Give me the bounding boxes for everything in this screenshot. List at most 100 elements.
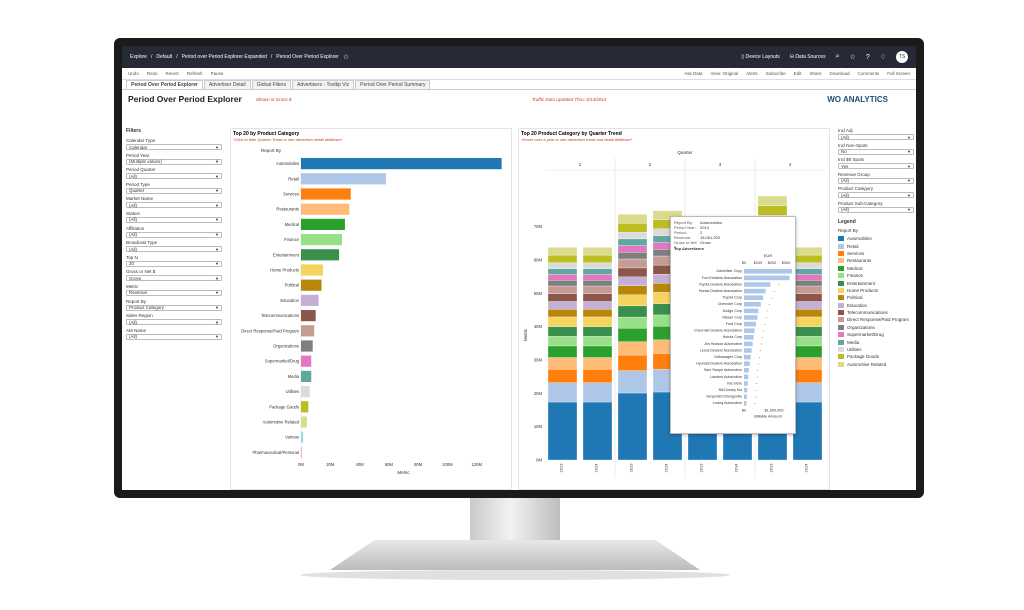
filter-dropdown[interactable]: Gross ▼ bbox=[126, 275, 222, 282]
legend-item[interactable]: Restaurants bbox=[838, 257, 916, 264]
stack-segment[interactable] bbox=[547, 247, 578, 256]
bar[interactable] bbox=[301, 294, 319, 306]
stack-segment[interactable] bbox=[547, 357, 578, 370]
tab-item[interactable]: Period Over Period Summary bbox=[355, 80, 431, 89]
filter-dropdown[interactable]: (All) ▼ bbox=[126, 216, 222, 223]
advertiser-bar[interactable] bbox=[744, 387, 748, 393]
advertiser-bar[interactable] bbox=[744, 275, 790, 281]
filter-dropdown[interactable]: (All) ▼ bbox=[126, 173, 222, 180]
legend-item[interactable]: Education bbox=[838, 301, 916, 308]
legend-item[interactable]: Finance bbox=[838, 272, 916, 279]
stack-segment[interactable] bbox=[582, 336, 613, 347]
filter-dropdown[interactable]: Product Category ▼ bbox=[126, 304, 222, 311]
legend-item[interactable]: Home Products bbox=[838, 287, 916, 294]
bar[interactable] bbox=[301, 446, 302, 458]
stack-segment[interactable] bbox=[582, 254, 613, 263]
bar[interactable] bbox=[301, 340, 313, 352]
filter-dropdown[interactable]: (All) ▼ bbox=[838, 206, 914, 213]
filter-dropdown[interactable]: Quarter ▼ bbox=[126, 187, 222, 194]
stack-segment[interactable] bbox=[792, 293, 823, 302]
toolbar-alertsbutton[interactable]: Alerts bbox=[746, 71, 758, 76]
stack-segment[interactable] bbox=[547, 326, 578, 337]
advertiser-bar[interactable] bbox=[744, 302, 761, 307]
toolbar-downloadbutton[interactable]: Download bbox=[829, 71, 850, 76]
avatar[interactable]: TS bbox=[896, 51, 908, 63]
filter-dropdown[interactable]: (Multiple values) ▼ bbox=[126, 158, 222, 165]
legend-item[interactable]: Package Goods bbox=[838, 353, 916, 360]
device-layouts-button[interactable]: ▯ Device Layouts bbox=[741, 54, 780, 60]
stack-segment[interactable] bbox=[547, 262, 578, 269]
filter-dropdown[interactable]: (All) ▼ bbox=[126, 202, 222, 209]
stack-segment[interactable] bbox=[757, 205, 788, 216]
toolbar-ask-databutton[interactable]: Ask Data bbox=[684, 71, 703, 76]
stack-segment[interactable] bbox=[792, 401, 823, 461]
star-icon[interactable]: ☆ bbox=[342, 54, 350, 61]
bar[interactable] bbox=[301, 158, 502, 170]
filter-dropdown[interactable]: Calendar ▼ bbox=[126, 144, 222, 150]
advertiser-bar[interactable] bbox=[744, 401, 747, 406]
search-icon[interactable]: ⌕ bbox=[835, 53, 840, 60]
advertiser-bar[interactable] bbox=[744, 381, 748, 386]
filter-dropdown[interactable]: 20 ▼ bbox=[126, 260, 222, 267]
stack-segment[interactable] bbox=[792, 316, 823, 327]
advertiser-bar[interactable] bbox=[744, 348, 752, 353]
advertiser-bar[interactable] bbox=[744, 308, 759, 314]
stack-segment[interactable] bbox=[547, 368, 578, 383]
bar[interactable] bbox=[301, 249, 340, 261]
stack-segment[interactable] bbox=[792, 268, 823, 275]
favorite-icon[interactable]: ☆ bbox=[849, 54, 856, 61]
stack-segment[interactable] bbox=[547, 316, 578, 327]
bar[interactable] bbox=[301, 431, 304, 443]
stack-segment[interactable] bbox=[792, 326, 823, 337]
advertiser-bar[interactable] bbox=[744, 335, 754, 340]
breadcrumb-item[interactable]: Explore bbox=[130, 54, 147, 60]
legend-item[interactable]: Services bbox=[838, 250, 916, 257]
legend-item[interactable]: Political bbox=[838, 294, 916, 301]
stack-segment[interactable] bbox=[617, 316, 648, 329]
stack-segment[interactable] bbox=[617, 245, 648, 253]
legend-item[interactable]: Utilities bbox=[838, 346, 916, 353]
bar[interactable] bbox=[301, 310, 316, 322]
stack-segment[interactable] bbox=[792, 247, 823, 256]
stack-segment[interactable] bbox=[582, 274, 613, 281]
advertiser-bar[interactable] bbox=[744, 341, 753, 347]
advertiser-bar[interactable] bbox=[744, 328, 755, 333]
stack-segment[interactable] bbox=[547, 285, 578, 294]
filter-dropdown[interactable]: (All) ▼ bbox=[126, 319, 222, 326]
bar[interactable] bbox=[301, 386, 310, 398]
filter-dropdown[interactable]: (All) ▼ bbox=[838, 134, 914, 140]
toolbar-undo-button[interactable]: Undo bbox=[128, 71, 139, 76]
toolbar-revert-button[interactable]: Revert bbox=[165, 71, 179, 76]
filter-dropdown[interactable]: (All) ▼ bbox=[126, 231, 222, 238]
data-sources-button[interactable]: ⛁ Data Sources bbox=[789, 54, 826, 60]
stack-segment[interactable] bbox=[792, 382, 823, 403]
bar[interactable] bbox=[301, 188, 351, 200]
stack-segment[interactable] bbox=[547, 401, 578, 461]
stack-segment[interactable] bbox=[617, 267, 648, 278]
filter-dropdown[interactable]: (All) ▼ bbox=[838, 177, 914, 184]
stack-segment[interactable] bbox=[792, 368, 823, 383]
toolbar-subscribebutton[interactable]: Subscribe bbox=[765, 71, 786, 76]
bar[interactable] bbox=[301, 264, 323, 276]
bar[interactable] bbox=[301, 355, 312, 367]
filter-dropdown[interactable]: (All) ▼ bbox=[126, 246, 222, 253]
tab-item[interactable]: Advertiser Detail bbox=[203, 80, 251, 89]
stack-segment[interactable] bbox=[792, 301, 823, 310]
stack-segment[interactable] bbox=[617, 258, 648, 269]
stack-segment[interactable] bbox=[547, 345, 578, 358]
filter-dropdown[interactable]: (All) ▼ bbox=[126, 333, 222, 340]
stack-segment[interactable] bbox=[582, 382, 613, 403]
stack-segment[interactable] bbox=[617, 285, 648, 295]
filter-dropdown[interactable]: No ▼ bbox=[838, 148, 914, 155]
advertiser-bar[interactable] bbox=[744, 282, 771, 287]
tab-item[interactable]: Period Over Period Explorer bbox=[126, 80, 203, 89]
breadcrumb-item[interactable]: Period Over Period Explorer bbox=[276, 54, 339, 60]
stack-segment[interactable] bbox=[582, 401, 613, 461]
stack-segment[interactable] bbox=[582, 316, 613, 327]
bar[interactable] bbox=[301, 173, 386, 185]
stack-segment[interactable] bbox=[757, 195, 788, 206]
stack-segment[interactable] bbox=[617, 252, 648, 260]
toolbar-pause-button[interactable]: Pause bbox=[210, 71, 224, 76]
stack-segment[interactable] bbox=[617, 223, 648, 233]
stack-segment[interactable] bbox=[792, 336, 823, 347]
